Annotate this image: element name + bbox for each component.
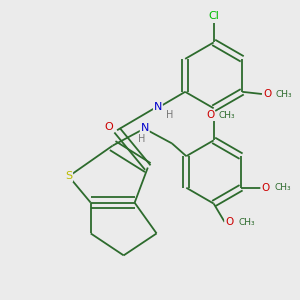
- Text: O: O: [225, 217, 233, 227]
- Text: CH₃: CH₃: [238, 218, 255, 226]
- Text: S: S: [65, 171, 72, 181]
- Text: N: N: [154, 102, 162, 112]
- Text: CH₃: CH₃: [274, 183, 291, 192]
- Text: H: H: [166, 110, 173, 120]
- Text: CH₃: CH₃: [276, 89, 292, 98]
- Text: O: O: [261, 183, 269, 193]
- Text: H: H: [138, 134, 146, 144]
- Text: CH₃: CH₃: [218, 111, 235, 120]
- Text: Cl: Cl: [208, 11, 219, 21]
- Text: N: N: [140, 123, 149, 133]
- Text: O: O: [105, 122, 113, 132]
- Text: O: O: [263, 89, 272, 99]
- Text: O: O: [206, 110, 214, 120]
